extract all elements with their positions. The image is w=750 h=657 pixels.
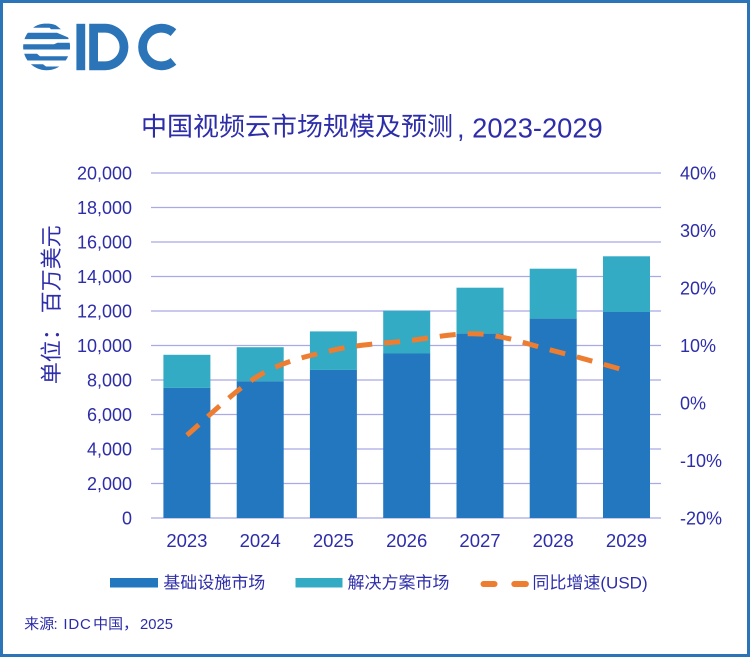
svg-text:20%: 20% [680, 279, 716, 299]
svg-text:2024: 2024 [240, 530, 281, 551]
svg-text:: IDC: : IDC [54, 616, 92, 633]
svg-text:2028: 2028 [533, 530, 574, 551]
svg-text:14,000: 14,000 [77, 267, 132, 287]
svg-text:30%: 30% [680, 221, 716, 241]
svg-text:10,000: 10,000 [77, 336, 132, 356]
svg-text:0: 0 [122, 509, 132, 529]
svg-text:2,000: 2,000 [87, 474, 132, 494]
svg-text:16,000: 16,000 [77, 233, 132, 253]
svg-text:6,000: 6,000 [87, 405, 132, 425]
svg-text:2029: 2029 [606, 530, 647, 551]
svg-text:-10%: -10% [680, 451, 722, 471]
svg-text:2023: 2023 [166, 530, 207, 551]
svg-text:18,000: 18,000 [77, 198, 132, 218]
svg-text:(USD): (USD) [600, 574, 647, 593]
svg-text:2025: 2025 [140, 617, 173, 633]
svg-text:-20%: -20% [680, 509, 722, 529]
svg-text:0%: 0% [680, 394, 706, 414]
svg-text:2026: 2026 [386, 530, 427, 551]
svg-text:8,000: 8,000 [87, 371, 132, 391]
svg-text:4,000: 4,000 [87, 440, 132, 460]
svg-text:2025: 2025 [313, 530, 354, 551]
svg-text:40%: 40% [680, 164, 716, 184]
svg-text:2027: 2027 [459, 530, 500, 551]
svg-text:10%: 10% [680, 336, 716, 356]
svg-text:20,000: 20,000 [77, 164, 132, 184]
svg-text:12,000: 12,000 [77, 302, 132, 322]
svg-text:, 2023-2029: , 2023-2029 [457, 113, 603, 144]
